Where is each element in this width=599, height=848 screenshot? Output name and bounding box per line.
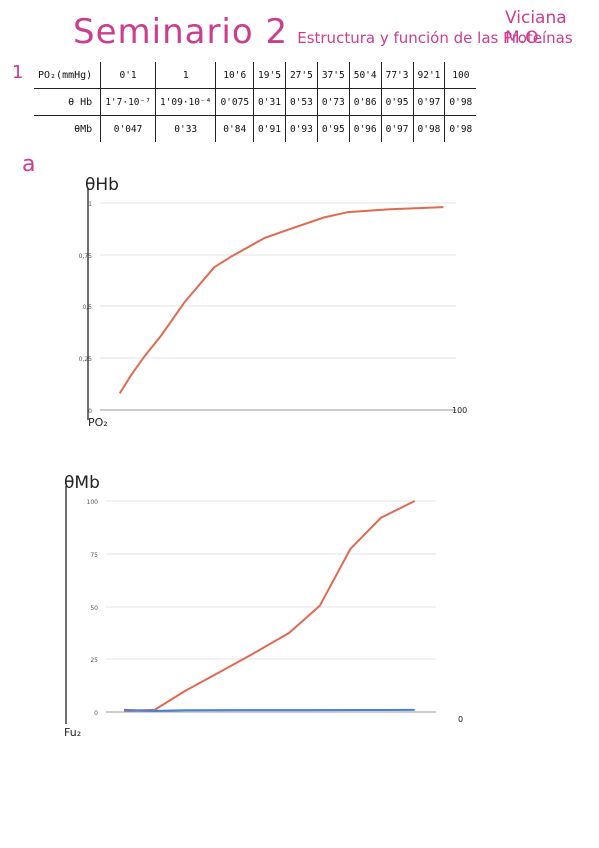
cell: 1'7·10⁻⁷: [100, 88, 156, 116]
cell: 0'98: [412, 115, 445, 142]
y-tick-label: 25: [90, 657, 98, 664]
exercise-number: 1: [12, 62, 24, 83]
row-label: PO₂(mmHg): [34, 62, 101, 89]
cell: 77'3: [380, 62, 413, 89]
x-axis-label: PO₂: [88, 416, 108, 429]
cell: 0'31: [253, 88, 286, 116]
author-name: Viciana M.O.: [505, 8, 567, 48]
y-tick-label: 0: [88, 408, 92, 415]
cell: 37'5: [316, 62, 350, 89]
cell: 0'53: [284, 88, 318, 116]
cell: 0'98: [444, 115, 477, 142]
series-line-1: [123, 500, 416, 712]
y-tick-label: 0,75: [79, 253, 93, 260]
cell: 0'047: [100, 115, 156, 142]
table-row-hb: θ Hb 1'7·10⁻⁷ 1'09·10⁻⁴ 0'075 0'31 0'53 …: [34, 88, 477, 116]
cell: 0'96: [348, 115, 382, 142]
cell: 0'075: [215, 88, 254, 116]
cell: 0'95: [380, 88, 413, 116]
cell: 0'93: [284, 115, 318, 142]
y-tick-label: 75: [90, 552, 98, 559]
title-main: Seminario 2: [73, 12, 289, 52]
cell: 27'5: [284, 62, 318, 89]
table-row-po2: PO₂(mmHg) 0'1 1 10'6 19'5 27'5 37'5 50'4…: [34, 62, 477, 89]
y-axis-label: θHb: [85, 175, 119, 195]
y-tick-label: 50: [90, 605, 98, 612]
cell: 0'86: [348, 88, 382, 116]
cell: 1: [154, 62, 216, 89]
cell: 0'73: [316, 88, 350, 116]
y-tick-label: 1: [88, 201, 92, 208]
series-line-1: [118, 206, 444, 394]
cell: 0'97: [412, 88, 445, 116]
x-end-label: 0: [458, 715, 463, 724]
title-subtitle: Estructura y función de las Proteínas: [297, 29, 573, 47]
cell: 0'98: [444, 88, 477, 116]
cell: 100: [444, 62, 477, 89]
cell: 10'6: [215, 62, 254, 89]
cell: 1'09·10⁻⁴: [154, 88, 216, 116]
cell: 0'95: [316, 115, 350, 142]
x-axis-label: Fu₂: [64, 726, 81, 739]
cell: 92'1: [412, 62, 445, 89]
y-tick-label: 0: [94, 710, 98, 717]
cell: 19'5: [253, 62, 286, 89]
cell: 0'97: [380, 115, 413, 142]
series-line-2: [123, 708, 415, 712]
cell: 0'1: [100, 62, 156, 89]
y-tick-label: 0,5: [82, 304, 92, 311]
section-letter: a: [22, 152, 36, 177]
page-title: Seminario 2 Estructura y función de las …: [73, 12, 573, 52]
data-table: PO₂(mmHg) 0'1 1 10'6 19'5 27'5 37'5 50'4…: [34, 62, 477, 142]
cell: 0'84: [215, 115, 254, 142]
y-axis-label: θMb: [64, 473, 100, 493]
cell: 50'4: [348, 62, 382, 89]
y-tick-label: 100: [87, 499, 99, 506]
cell: 0'91: [253, 115, 286, 142]
row-label: θMb: [74, 123, 93, 135]
x-end-label: 100: [452, 406, 467, 415]
cell: 0'33: [154, 115, 216, 142]
table-row-mb: θMb 0'047 0'33 0'84 0'91 0'93 0'95 0'96 …: [34, 115, 477, 142]
y-tick-label: 0,25: [79, 356, 93, 363]
row-label: θ Hb: [34, 88, 101, 116]
